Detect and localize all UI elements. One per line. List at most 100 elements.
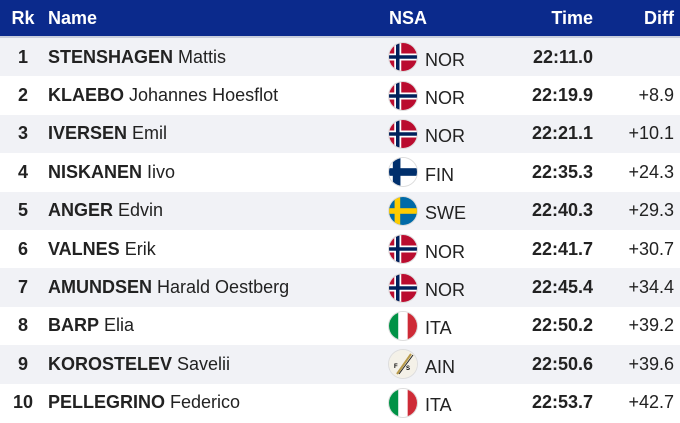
diff: +34.4 — [628, 277, 674, 298]
norway-flag-icon — [389, 81, 417, 110]
time: 22:45.4 — [531, 277, 593, 298]
diff: +39.6 — [628, 353, 674, 374]
time: 22:40.3 — [531, 200, 593, 221]
nsa-code: NOR — [425, 126, 465, 147]
time: 22:50.6 — [531, 353, 593, 374]
first-name: Edvin — [118, 200, 164, 221]
table-row[interactable]: 8 BARP Elia ITA 22:50.2 +39.2 — [0, 307, 680, 345]
table-row[interactable]: 7 AMUNDSEN Harald Oestberg NOR 22:45.4 +… — [0, 268, 680, 307]
nsa-code: ITA — [425, 395, 452, 416]
athlete-name[interactable]: PELLEGRINO Federico — [48, 392, 240, 413]
first-name: Harald Oestberg — [157, 277, 290, 298]
time: 22:21.1 — [531, 123, 593, 144]
diff: +30.7 — [628, 238, 674, 259]
nsa-code: NOR — [425, 241, 465, 262]
norway-flag-icon — [389, 273, 417, 302]
nsa: ITA — [389, 311, 452, 340]
first-name: Savelii — [177, 353, 231, 374]
diff: +42.7 — [628, 392, 674, 413]
rank: 6 — [17, 238, 28, 259]
first-name: Erik — [124, 238, 156, 259]
rank: 9 — [17, 353, 28, 374]
nsa-code: NOR — [425, 88, 465, 109]
svg-text:S: S — [406, 366, 410, 372]
nsa: NOR — [389, 273, 465, 302]
time: 22:50.2 — [531, 315, 593, 336]
table-row[interactable]: 6 VALNES Erik NOR 22:41.7 +30.7 — [0, 230, 680, 268]
nsa: F S AIN — [389, 350, 455, 379]
nsa-code: SWE — [425, 203, 467, 224]
last-name: NISKANEN — [48, 161, 143, 182]
rank: 10 — [12, 392, 34, 413]
last-name: ANGER — [48, 200, 114, 221]
last-name: BARP — [48, 315, 100, 336]
nsa-code: NOR — [425, 49, 465, 70]
athlete-name[interactable]: KOROSTELEV Savelii — [48, 354, 230, 375]
athlete-name[interactable]: AMUNDSEN Harald Oestberg — [48, 277, 289, 298]
nsa-code: NOR — [425, 280, 465, 301]
time: 22:19.9 — [531, 85, 593, 106]
nsa: NOR — [389, 119, 465, 148]
table-row[interactable]: 4 NISKANEN Iivo FIN 22:35.3 +24.3 — [0, 153, 680, 191]
athlete-name[interactable]: VALNES Erik — [48, 239, 156, 260]
rank: 1 — [17, 46, 28, 67]
norway-flag-icon — [389, 119, 417, 148]
last-name: STENSHAGEN — [48, 46, 174, 67]
first-name: Mattis — [178, 46, 227, 67]
nsa: ITA — [389, 388, 452, 417]
table-header: Rk Name NSA Time Diff — [0, 0, 680, 38]
table-row[interactable]: 2 KLAEBO Johannes Hoesflot NOR 22:19.9 +… — [0, 76, 680, 114]
nsa-code: FIN — [425, 164, 454, 185]
first-name: Iivo — [147, 161, 176, 182]
last-name: PELLEGRINO — [48, 392, 166, 413]
rank: 5 — [17, 200, 28, 221]
time: 22:53.7 — [531, 392, 593, 413]
table-row[interactable]: 10 PELLEGRINO Federico ITA 22:53.7 +42.7 — [0, 384, 680, 422]
nsa: SWE — [389, 196, 467, 225]
diff: +29.3 — [628, 200, 674, 221]
last-name: VALNES — [48, 238, 120, 259]
first-name: Johannes Hoesflot — [129, 85, 279, 106]
rank: 4 — [17, 161, 28, 182]
header-rank[interactable]: Rk — [11, 7, 35, 28]
nsa-code: ITA — [425, 318, 452, 339]
sweden-flag-icon — [389, 196, 417, 225]
table-row[interactable]: 5 ANGER Edvin SWE 22:40.3 +29.3 — [0, 191, 680, 230]
athlete-name[interactable]: BARP Elia — [48, 315, 134, 336]
diff: +24.3 — [628, 161, 674, 182]
rank: 7 — [17, 277, 28, 298]
last-name: KLAEBO — [48, 85, 124, 106]
athlete-name[interactable]: KLAEBO Johannes Hoesflot — [48, 85, 278, 106]
first-name: Elia — [104, 315, 135, 336]
results-table: 1 STENSHAGEN Mattis NOR 22:11.0 2 KLAEBO… — [0, 38, 680, 422]
italy-flag-icon — [389, 311, 417, 340]
rank: 3 — [17, 123, 28, 144]
header-diff[interactable]: Diff — [644, 7, 674, 28]
norway-flag-icon — [389, 235, 417, 264]
athlete-name[interactable]: NISKANEN Iivo — [48, 162, 175, 183]
athlete-name[interactable]: ANGER Edvin — [48, 200, 163, 221]
rank: 2 — [17, 85, 28, 106]
rank: 8 — [17, 315, 28, 336]
first-name: Emil — [132, 123, 168, 144]
nsa: NOR — [389, 81, 465, 110]
table-row[interactable]: 1 STENSHAGEN Mattis NOR 22:11.0 — [0, 38, 680, 77]
time: 22:11.0 — [532, 46, 593, 67]
diff: +10.1 — [628, 123, 674, 144]
time: 22:35.3 — [531, 161, 593, 182]
last-name: IVERSEN — [48, 123, 128, 144]
header-nsa[interactable]: NSA — [389, 7, 428, 28]
nsa: FIN — [389, 158, 454, 187]
norway-flag-icon — [389, 43, 417, 72]
nsa: NOR — [389, 43, 465, 72]
athlete-name[interactable]: STENSHAGEN Mattis — [48, 47, 226, 68]
header-time[interactable]: Time — [551, 7, 593, 28]
last-name: AMUNDSEN — [48, 277, 153, 298]
svg-text:F: F — [394, 364, 398, 370]
table-row[interactable]: 3 IVERSEN Emil NOR 22:21.1 +10.1 — [0, 114, 680, 154]
table-row[interactable]: 9 KOROSTELEV Savelii F S AIN 22:50.6 +39.6 — [0, 345, 680, 384]
header-name[interactable]: Name — [48, 7, 98, 28]
athlete-name[interactable]: IVERSEN Emil — [48, 123, 167, 144]
diff: +39.2 — [628, 315, 674, 336]
